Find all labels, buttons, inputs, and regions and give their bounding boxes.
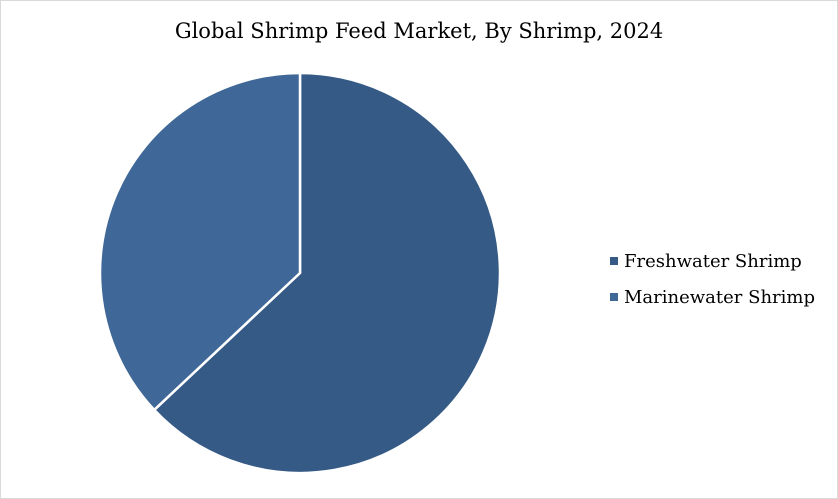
legend-item-freshwater: Freshwater Shrimp [610,243,815,279]
chart-title: Global Shrimp Feed Market, By Shrimp, 20… [174,19,664,43]
legend-item-marinewater: Marinewater Shrimp [610,279,815,315]
legend-label-marinewater: Marinewater Shrimp [624,286,815,308]
legend: Freshwater Shrimp Marinewater Shrimp [610,243,815,315]
legend-swatch-freshwater [610,257,618,265]
pie-slice-marinewater-shrimp [98,71,302,412]
pie-slice-freshwater-shrimp [152,71,502,475]
pie-slices [98,71,502,475]
legend-label-freshwater: Freshwater Shrimp [624,250,802,272]
legend-swatch-marinewater [610,293,618,301]
